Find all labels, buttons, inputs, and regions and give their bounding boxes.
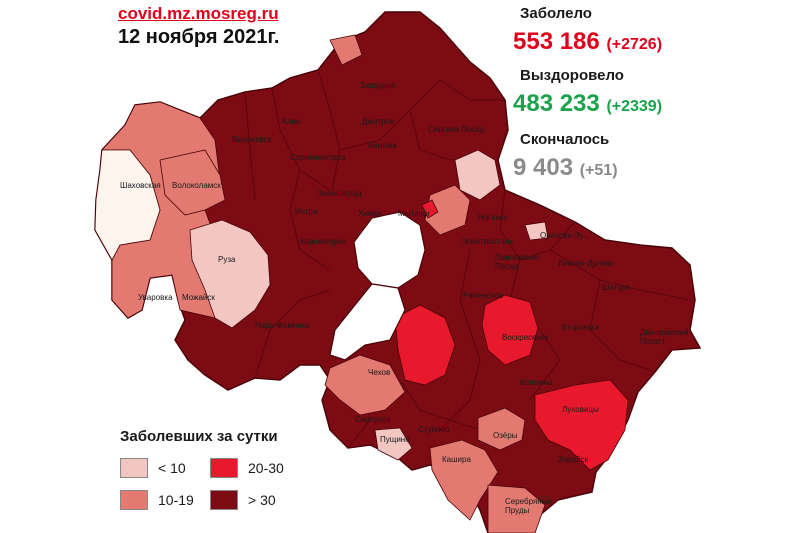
legend-swatch-lt10 (120, 458, 148, 478)
label-lukhovitsy: Луховицы (562, 405, 599, 414)
label-krasnogorsk: Красногорск (300, 237, 346, 246)
district-lukhovitsy-zaraysk (534, 379, 629, 471)
legend-item-10-19: 10-19 (120, 490, 194, 510)
district-serebryanye-prudy (487, 484, 546, 533)
label-kolomna: Коломна (520, 378, 553, 387)
legend-label-lt10: < 10 (158, 460, 186, 476)
source-link[interactable]: covid.mz.mosreg.ru (118, 4, 279, 23)
label-orekhovo: Орехово-Зу... (540, 231, 589, 240)
district-volokolamsk (159, 149, 226, 216)
label-dmitrovsky-pogost: Дмитровский Погост (640, 328, 689, 346)
infected-value: 553 186 (513, 28, 600, 55)
label-solnechnogorsk: Солнечногорск (290, 153, 346, 162)
legend-item-20-30: 20-30 (210, 458, 284, 478)
district-near-moscow-north (329, 34, 363, 66)
legend-title: Заболевших за сутки (120, 428, 278, 445)
label-mytishchi: Мытищи (398, 209, 430, 218)
district-kashira (429, 439, 499, 521)
label-zaprudnya: Запрудня (360, 81, 395, 90)
label-stupino: Ступино (418, 425, 450, 434)
label-vysokovsk: Высоковск (232, 135, 272, 144)
label-mozhaysk: Можайск (182, 293, 215, 302)
legend-item-lt10: < 10 (120, 458, 186, 478)
legend-item-gt30: > 30 (210, 490, 276, 510)
label-elektrostal: Электросталь (462, 237, 514, 246)
district-pushchino (374, 427, 413, 461)
legend-label-20-30: 20-30 (248, 460, 284, 476)
died-label: Скончалось (520, 131, 610, 148)
district-chekhov (324, 354, 406, 416)
label-noginsk: Ногинск (478, 213, 508, 222)
district-ozyory (477, 407, 526, 451)
label-ramenskoe: Раменское (463, 291, 504, 300)
legend-swatch-10-19 (120, 490, 148, 510)
label-shatura: Шатура (602, 283, 631, 292)
label-voskresensk: Воскресенск (502, 333, 549, 342)
label-pavlovsky-posad: Павловский Посад (495, 253, 539, 271)
infected-label: Заболело (520, 5, 592, 22)
died-value: 9 403 (513, 154, 574, 181)
label-volokolamsk: Волоколамск (172, 181, 221, 190)
label-zelenograd: Зеленоград (318, 189, 362, 198)
recovered-value: 483 233 (513, 90, 600, 117)
district-small-orekhovo (524, 221, 549, 241)
recovered-label: Выздоровело (520, 67, 624, 84)
recovered-value-line: 483 233 (+2339) (513, 90, 662, 118)
label-uvarovka: Уваровка (138, 293, 173, 302)
legend-swatch-20-30 (210, 458, 238, 478)
district-small-east (454, 149, 501, 201)
infected-value-line: 553 186 (+2726) (513, 28, 662, 56)
died-value-line: 9 403 (+51) (513, 154, 618, 182)
label-klin: Клин (282, 117, 300, 126)
district-near-moscow-east (424, 184, 471, 236)
label-kashira: Кашира (442, 455, 471, 464)
label-serebryanye-prudy: Серебряные Пруды (505, 497, 552, 515)
report-date: 12 ноября 2021г. (118, 26, 280, 48)
recovered-delta: (+2339) (606, 98, 663, 115)
label-ozyory: Озёры (493, 431, 518, 440)
label-ruza: Руза (218, 255, 236, 264)
district-podolsk (394, 304, 456, 386)
moscow-city (353, 211, 426, 289)
died-delta: (+51) (579, 162, 618, 179)
label-chekhov: Чехов (368, 368, 390, 377)
label-sergiev-posad: Сергиев Посад (428, 125, 485, 134)
district-shakhovskaya (94, 149, 161, 261)
label-pushchino: Пущино (380, 435, 410, 444)
label-naro-fominsk: Наро-Фоминск (255, 321, 310, 330)
new-moscow (329, 283, 406, 361)
label-dmitrov: Дмитров (362, 117, 394, 126)
map-labels: Запрудня Клин Высоковск Дмитров Яхрома С… (120, 81, 689, 515)
label-likino: Ликино-Дулёво (558, 259, 615, 268)
infected-delta: (+2726) (606, 36, 663, 53)
label-shakhovskaya: Шаховская (120, 181, 161, 190)
label-khimki: Химки (358, 209, 381, 218)
district-dolgoprudny (421, 199, 439, 219)
label-zaraysk: Зарайск (558, 455, 589, 464)
label-yakhroma: Яхрома (368, 141, 397, 150)
label-istra: Истра (295, 207, 318, 216)
label-egoryevsk: Егорьевск (562, 323, 600, 332)
districts-20-30 (394, 199, 629, 471)
district-ruza (189, 219, 271, 329)
legend-swatch-gt30 (210, 490, 238, 510)
label-serpukhov: Серпухов (355, 415, 391, 424)
legend-label-10-19: 10-19 (158, 492, 194, 508)
legend-label-gt30: > 30 (248, 492, 276, 508)
district-voskresensk (481, 294, 539, 366)
districts-lt10 (189, 149, 549, 461)
